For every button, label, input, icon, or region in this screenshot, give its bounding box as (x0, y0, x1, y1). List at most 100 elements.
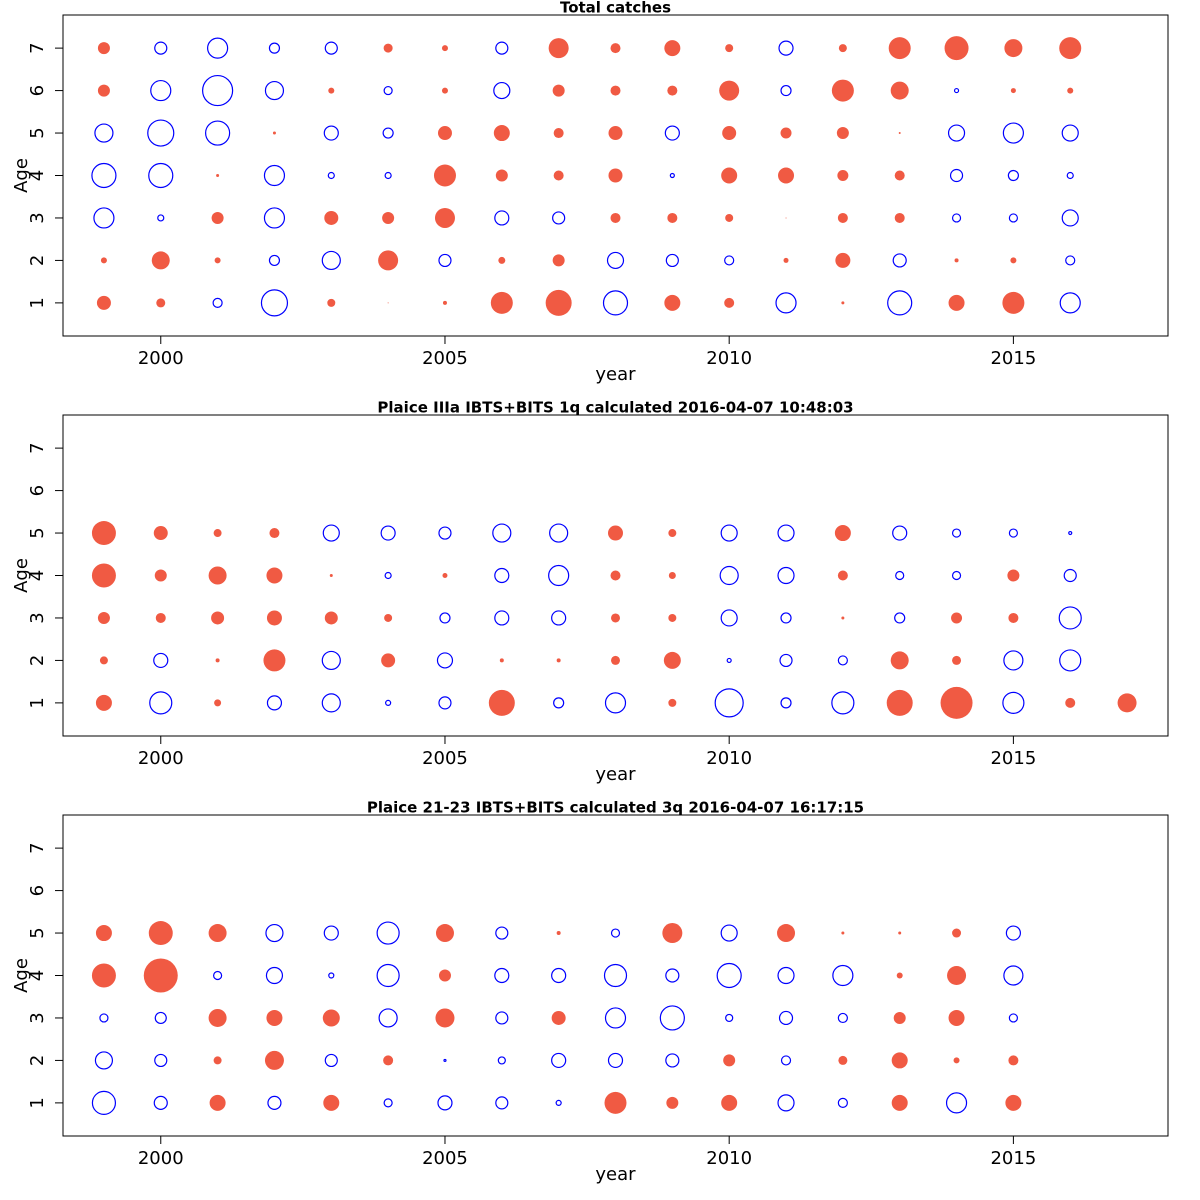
negative-bubble (665, 253, 679, 268)
positive-bubble (498, 256, 506, 264)
negative-bubble (91, 1090, 117, 1115)
negative-bubble (887, 290, 913, 316)
positive-bubble (948, 294, 965, 311)
positive-bubble (441, 45, 448, 52)
negative-bubble (322, 524, 340, 542)
negative-bubble (436, 652, 454, 669)
negative-bubble (495, 1011, 509, 1025)
negative-bubble (439, 612, 451, 624)
positive-bubble (898, 931, 902, 935)
positive-bubble (99, 656, 108, 665)
positive-bubble (553, 128, 564, 139)
negative-bubble (494, 967, 510, 984)
y-tick-label: 5 (27, 927, 48, 938)
positive-bubble (208, 566, 227, 585)
positive-bubble (209, 1094, 226, 1111)
positive-bubble (433, 164, 456, 187)
positive-bubble (783, 257, 789, 263)
negative-bubble (264, 80, 285, 101)
negative-bubble (831, 691, 855, 715)
negative-bubble (1003, 965, 1024, 986)
positive-bubble (328, 87, 335, 94)
negative-bubble (1002, 122, 1024, 144)
positive-bubble (668, 698, 677, 707)
positive-bubble (154, 569, 167, 582)
positive-bubble (91, 521, 116, 546)
negative-bubble (780, 612, 792, 624)
positive-bubble (890, 81, 909, 100)
x-tick-label: 2005 (422, 348, 468, 369)
negative-bubble (323, 925, 339, 941)
positive-bubble (896, 972, 903, 979)
positive-bubble (1010, 88, 1016, 94)
positive-bubble (831, 79, 854, 102)
negative-bubble (495, 41, 509, 55)
positive-bubble (545, 289, 572, 316)
negative-bubble (497, 1056, 506, 1065)
negative-bubble (383, 1098, 393, 1108)
y-tick-label: 7 (27, 442, 48, 453)
positive-bubble (608, 168, 623, 183)
negative-bubble (551, 1052, 567, 1069)
positive-bubble (97, 84, 110, 97)
negative-bubble (495, 1096, 509, 1110)
positive-bubble (952, 928, 962, 938)
positive-bubble (894, 212, 905, 223)
positive-bubble (156, 298, 166, 308)
negative-bubble (777, 966, 795, 985)
negative-bubble (553, 697, 565, 709)
negative-bubble (147, 119, 175, 147)
positive-bubble (662, 923, 683, 944)
positive-bubble (153, 526, 168, 541)
negative-bubble (1065, 255, 1076, 266)
negative-bubble (714, 688, 744, 718)
negative-bubble (207, 37, 229, 59)
positive-bubble (893, 1011, 906, 1024)
positive-bubble (948, 1009, 965, 1026)
positive-bubble (837, 570, 848, 581)
negative-bubble (438, 696, 452, 710)
positive-bubble (1059, 37, 1082, 60)
x-tick-label: 2015 (990, 748, 1036, 769)
negative-bubble (669, 172, 675, 179)
negative-bubble (267, 1095, 282, 1110)
positive-bubble (610, 85, 621, 96)
negative-bubble (719, 565, 739, 586)
positive-bubble (894, 170, 905, 181)
positive-bubble (838, 1055, 848, 1065)
negative-bubble (263, 207, 286, 229)
positive-bubble (886, 689, 913, 716)
negative-bubble (268, 42, 281, 54)
chart-title: Plaice 21-23 IBTS+BITS calculated 3q 201… (367, 799, 864, 817)
positive-bubble (213, 1056, 222, 1065)
x-axis-label: year (595, 764, 636, 785)
negative-bubble (205, 120, 231, 146)
positive-bubble (213, 529, 222, 538)
positive-bubble (604, 1091, 627, 1114)
positive-bubble (785, 217, 787, 219)
positive-bubble (272, 131, 276, 135)
negative-bubble (492, 523, 512, 543)
negative-bubble (549, 523, 569, 543)
positive-bubble (211, 611, 225, 625)
positive-bubble (441, 87, 448, 94)
positive-bubble (323, 1094, 340, 1111)
negative-bubble (548, 564, 570, 587)
positive-bubble (841, 616, 845, 620)
negative-bubble (604, 1007, 627, 1029)
positive-bubble (97, 42, 110, 55)
y-tick-label: 1 (27, 1097, 48, 1108)
negative-bubble (494, 210, 510, 226)
x-axis-label: year (595, 1164, 636, 1185)
positive-bubble (719, 80, 740, 101)
negative-bubble (99, 1013, 109, 1023)
negative-bubble (1061, 209, 1079, 227)
positive-bubble (1117, 693, 1137, 713)
positive-bubble (556, 658, 561, 663)
negative-bubble (268, 254, 281, 267)
negative-bubble (551, 967, 567, 984)
negative-bubble (153, 1095, 168, 1110)
positive-bubble (667, 212, 678, 223)
positive-bubble (834, 525, 851, 542)
negative-bubble (725, 1013, 734, 1023)
